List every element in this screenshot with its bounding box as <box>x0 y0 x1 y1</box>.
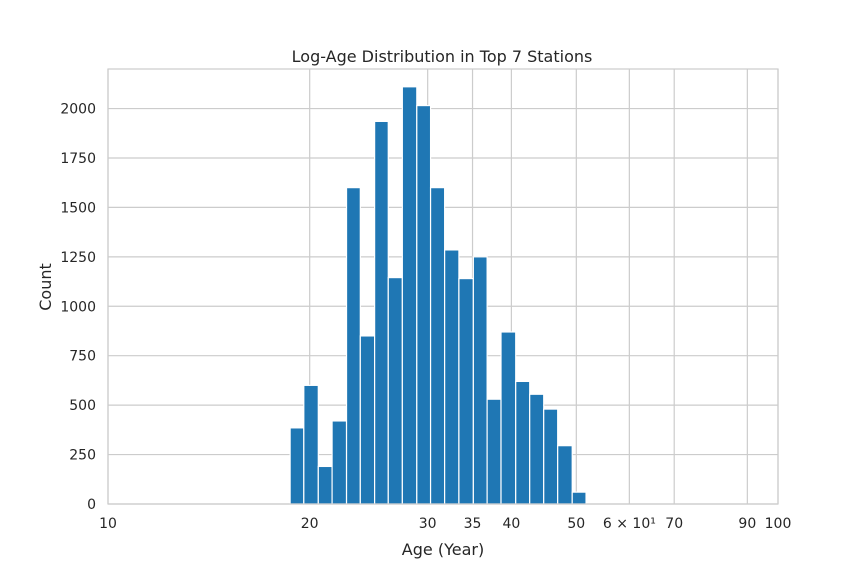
histogram-bar <box>557 445 573 505</box>
x-tick-label: 10 <box>99 516 117 532</box>
x-tick-label: 30 <box>419 516 437 532</box>
y-tick-label: 500 <box>69 398 96 414</box>
histogram-bar <box>331 420 348 505</box>
plot-frame <box>107 68 779 505</box>
histogram-bar <box>543 408 559 505</box>
y-tick-label: 750 <box>69 349 96 365</box>
histogram-bar <box>444 249 460 505</box>
x-tick-label: 6 × 10¹ <box>603 516 656 532</box>
y-axis-label: Count <box>36 263 55 311</box>
histogram-bar <box>500 331 517 505</box>
histogram-bar <box>416 104 432 505</box>
histogram-bar <box>303 384 319 505</box>
x-tick-label: 70 <box>665 516 683 532</box>
x-axis-label: Age (Year) <box>402 540 484 559</box>
x-tick-label: 20 <box>301 516 319 532</box>
histogram-bar <box>289 427 305 505</box>
y-tick-label: 2000 <box>60 102 96 118</box>
histogram-bar <box>472 256 488 505</box>
y-tick-labels: 0 250 500 750 1000 1250 1500 1750 2000 <box>60 102 96 513</box>
y-tick-label: 1000 <box>60 299 96 315</box>
y-tick-label: 250 <box>69 448 96 464</box>
histogram-bar <box>359 335 376 505</box>
y-tick-label: 1500 <box>60 200 96 216</box>
y-tick-label: 1750 <box>60 151 96 167</box>
histogram-bar <box>387 277 403 505</box>
y-tick-label: 0 <box>87 497 96 513</box>
histogram-bar <box>374 120 389 505</box>
histogram-bar <box>401 86 418 505</box>
chart-title: Log-Age Distribution in Top 7 Stations <box>292 47 593 66</box>
histogram-bar <box>486 398 502 505</box>
histogram-bar <box>515 380 531 505</box>
histogram-bar <box>317 465 333 505</box>
histogram-bar <box>429 187 446 505</box>
histogram-bar <box>571 491 587 505</box>
x-tick-label: 40 <box>502 516 520 532</box>
histogram-bar <box>345 187 361 505</box>
histogram-bar <box>458 277 474 505</box>
x-tick-label: 35 <box>464 516 482 532</box>
x-tick-label: 90 <box>738 516 756 532</box>
x-tick-label: 100 <box>765 516 792 532</box>
histogram-bar <box>529 393 545 505</box>
x-tick-labels: 10 20 30 35 40 50 6 × 10¹ 70 90 100 <box>99 516 791 532</box>
bars <box>289 86 587 505</box>
y-tick-label: 1250 <box>60 250 96 266</box>
x-tick-label: 50 <box>567 516 585 532</box>
